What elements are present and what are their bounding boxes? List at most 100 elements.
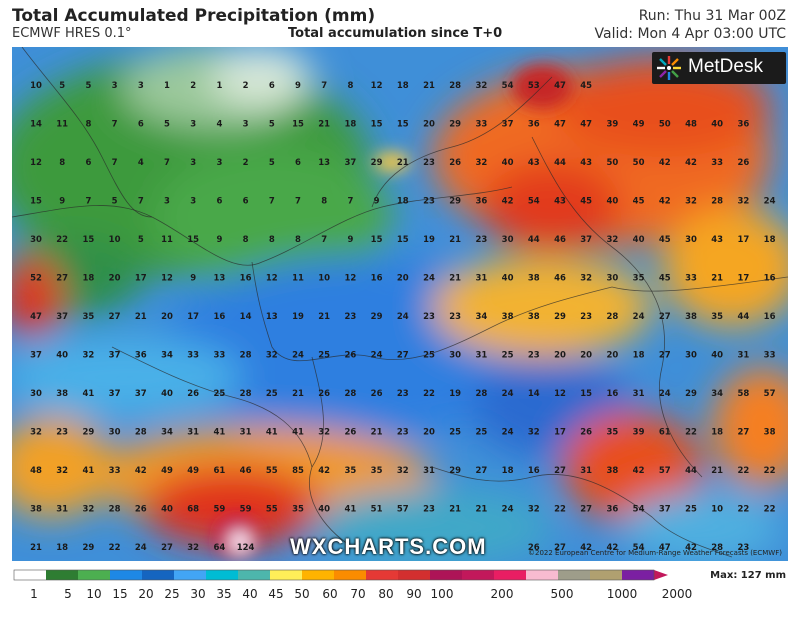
precip-value: 25 xyxy=(423,351,435,361)
precip-value: 24 xyxy=(423,274,435,284)
precip-value: 33 xyxy=(187,351,199,361)
precip-value: 44 xyxy=(554,158,566,168)
precip-value: 6 xyxy=(216,197,222,207)
precip-value: 32 xyxy=(685,197,697,207)
precip-value: 37 xyxy=(135,389,147,399)
precip-value: 124 xyxy=(237,543,255,553)
legend-color-swatch xyxy=(110,570,143,580)
precip-value: 23 xyxy=(737,543,749,553)
precip-value: 50 xyxy=(606,158,618,168)
precip-value: 36 xyxy=(475,197,487,207)
precip-value: 26 xyxy=(371,389,383,399)
precip-value: 40 xyxy=(633,235,645,245)
precip-value: 24 xyxy=(633,312,645,322)
precip-value: 42 xyxy=(606,543,618,553)
precip-value: 32 xyxy=(187,543,199,553)
precip-value: 53 xyxy=(528,81,540,91)
precip-value: 12 xyxy=(371,81,383,91)
precip-value: 27 xyxy=(397,351,409,361)
precip-value: 10 xyxy=(30,81,42,91)
precip-value: 21 xyxy=(449,235,461,245)
precip-value: 37 xyxy=(659,505,671,515)
precip-value: 30 xyxy=(606,274,618,284)
precip-value: 22 xyxy=(554,505,566,515)
precip-value: 55 xyxy=(266,466,278,476)
precip-value: 24 xyxy=(659,389,671,399)
precip-value: 40 xyxy=(161,505,173,515)
precip-value: 8 xyxy=(295,235,301,245)
precip-value: 47 xyxy=(659,543,671,553)
country-borders xyxy=(12,47,788,558)
precip-value: 7 xyxy=(164,158,170,168)
precip-value: 33 xyxy=(475,120,487,130)
precip-value: 39 xyxy=(633,428,645,438)
precip-value: 51 xyxy=(371,505,383,515)
precip-value: 20 xyxy=(109,274,121,284)
precip-value: 43 xyxy=(580,158,592,168)
legend-color-swatch xyxy=(78,570,111,580)
precip-value: 38 xyxy=(685,312,697,322)
precip-value: 43 xyxy=(528,158,540,168)
precip-value: 31 xyxy=(737,351,749,361)
legend-color-swatch xyxy=(14,570,47,580)
precip-value: 16 xyxy=(371,274,383,284)
precip-value: 22 xyxy=(737,505,749,515)
precip-value: 23 xyxy=(528,351,540,361)
precip-value: 28 xyxy=(109,505,121,515)
legend-color-swatch xyxy=(334,570,367,580)
precip-value: 29 xyxy=(685,389,697,399)
precip-value: 8 xyxy=(85,120,91,130)
legend-color-swatch xyxy=(366,570,399,580)
precip-value: 40 xyxy=(711,351,723,361)
precip-value: 18 xyxy=(633,351,645,361)
precip-value: 29 xyxy=(554,312,566,322)
precip-value: 35 xyxy=(292,505,304,515)
legend-color-swatch xyxy=(558,570,591,580)
precip-value: 25 xyxy=(266,389,278,399)
precip-value: 27 xyxy=(554,543,566,553)
wxcharts-watermark: WXCHARTS.COM xyxy=(290,534,487,559)
precip-value: 54 xyxy=(633,543,645,553)
precip-value: 18 xyxy=(711,428,723,438)
precip-value: 47 xyxy=(554,120,566,130)
precip-value: 9 xyxy=(295,81,301,91)
precip-value: 12 xyxy=(554,389,566,399)
legend-color-swatch xyxy=(622,570,655,580)
precip-value: 61 xyxy=(659,428,671,438)
precip-value: 14 xyxy=(30,120,42,130)
precip-value: 30 xyxy=(685,351,697,361)
legend-tick: 70 xyxy=(350,587,365,601)
precip-value: 45 xyxy=(659,235,671,245)
precip-value: 23 xyxy=(423,312,435,322)
precip-value: 21 xyxy=(449,274,461,284)
precip-value: 29 xyxy=(449,197,461,207)
precip-value: 29 xyxy=(449,466,461,476)
precip-value: 42 xyxy=(318,466,330,476)
precip-value: 26 xyxy=(135,505,147,515)
precip-value: 37 xyxy=(109,351,121,361)
precip-value: 18 xyxy=(502,466,514,476)
legend-tick: 1 xyxy=(30,587,38,601)
precip-value: 14 xyxy=(240,312,252,322)
precip-value: 40 xyxy=(318,505,330,515)
precipitation-map: 10 5 5 3 3 1 2 1 2 6 9 7 8 12 18 21 28 32 54 53 47 45 14 11 8 7 6 5… xyxy=(12,47,788,561)
precip-value: 6 xyxy=(85,158,91,168)
precip-value: 10 xyxy=(318,274,330,284)
precip-value: 43 xyxy=(554,197,566,207)
precip-value: 38 xyxy=(764,428,776,438)
precip-value: 10 xyxy=(109,235,121,245)
precip-value: 42 xyxy=(633,466,645,476)
precip-value: 28 xyxy=(135,428,147,438)
precip-value: 29 xyxy=(449,120,461,130)
precip-value: 36 xyxy=(606,505,618,515)
precip-value: 40 xyxy=(502,158,514,168)
precip-value: 42 xyxy=(135,466,147,476)
legend-color-swatch xyxy=(590,570,623,580)
precip-value: 9 xyxy=(374,197,380,207)
precip-value: 32 xyxy=(82,505,94,515)
precip-value: 24 xyxy=(764,197,776,207)
precip-value: 32 xyxy=(266,351,278,361)
precip-value: 25 xyxy=(213,389,225,399)
precip-value: 22 xyxy=(764,466,776,476)
precip-value: 4 xyxy=(138,158,144,168)
